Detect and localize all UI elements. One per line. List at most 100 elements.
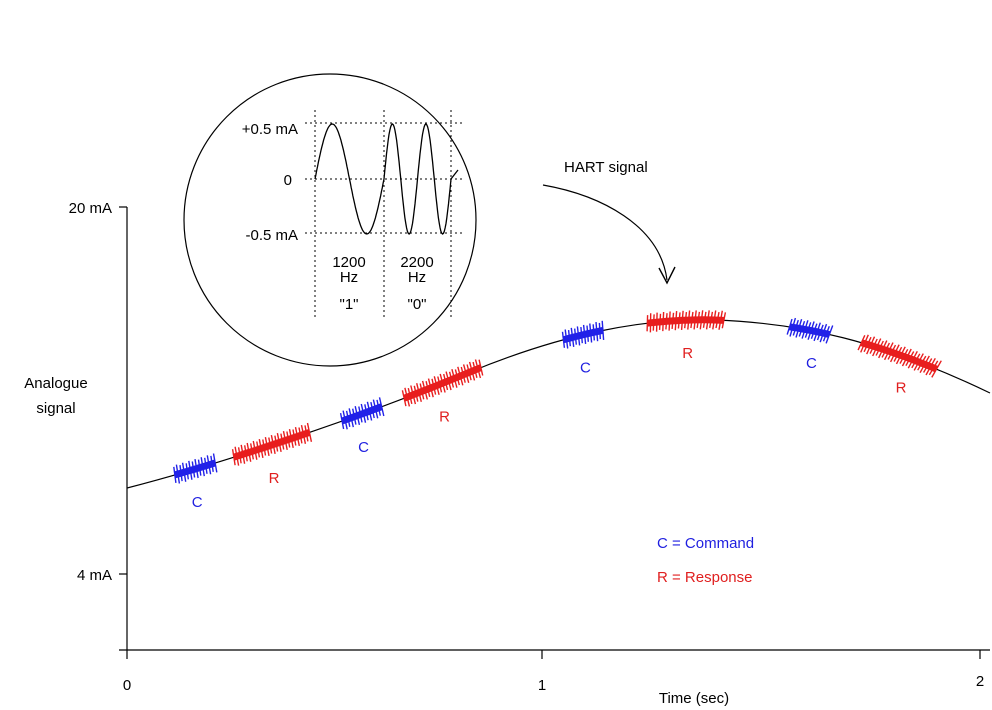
burst-tick [352, 408, 357, 425]
burst-tick [905, 351, 915, 367]
burst-tick [378, 397, 385, 417]
burst-tick [292, 429, 297, 446]
burst-tick [191, 461, 196, 478]
burst-tick [376, 399, 381, 416]
burst-tick [427, 378, 434, 398]
burst-tick [194, 458, 199, 479]
burst-tick [567, 330, 571, 347]
response-burst [646, 310, 727, 333]
burst-tick [931, 360, 942, 378]
burst-tick [413, 385, 419, 402]
burst-tick [416, 383, 422, 402]
burst-tick [668, 311, 671, 331]
burst-tick [210, 455, 214, 472]
response-label: R [682, 345, 693, 362]
burst-tick [401, 390, 407, 407]
burst-tick [655, 312, 658, 332]
burst-tick [863, 336, 872, 353]
burst-tick [173, 466, 177, 483]
response-burst [231, 422, 313, 466]
inset-freq2-value: 2200 [400, 254, 433, 271]
inset-freq1-value: 1200 [332, 254, 365, 271]
burst-tick [179, 465, 183, 482]
burst-tick [789, 317, 797, 337]
burst-tick [702, 311, 707, 328]
burst-tick [358, 406, 363, 423]
inset-circle [183, 73, 477, 367]
burst-tick [246, 442, 252, 462]
burst-tick [893, 346, 903, 362]
burst-tick [197, 459, 202, 476]
burst-tick [188, 460, 193, 480]
burst-tick [866, 336, 876, 355]
burst-tick [250, 443, 254, 460]
command-burst [173, 453, 218, 484]
burst-tick [786, 318, 793, 335]
burst-tick [256, 441, 261, 458]
y-tick-label-4ma: 4 mA [77, 567, 112, 584]
burst-tick [928, 360, 939, 376]
x-tick-label-2: 2 [976, 673, 984, 690]
burst-tick [807, 321, 815, 340]
burst-tick [601, 320, 605, 340]
burst-tick [294, 426, 300, 447]
burst-tick [258, 438, 264, 459]
burst-tick [917, 355, 927, 371]
command-label: C [358, 439, 369, 456]
burst-tick [715, 311, 720, 329]
burst-tick [404, 387, 411, 407]
burst-tick [677, 312, 681, 329]
burst-tick [561, 331, 566, 348]
burst-tick [582, 324, 587, 344]
command-label: C [192, 494, 203, 511]
inset-grid [305, 110, 462, 318]
burst-tick [185, 463, 189, 480]
burst-tick [592, 324, 595, 341]
burst-tick [466, 364, 472, 381]
burst-tick [306, 422, 313, 442]
response-burst [401, 359, 484, 407]
burst-tick [875, 340, 884, 356]
burst-tick [574, 328, 577, 345]
burst-tick [433, 376, 440, 395]
burst-tick [687, 310, 691, 330]
burst-tick [712, 310, 717, 330]
burst-tick [595, 322, 599, 342]
burst-tick [276, 432, 282, 453]
burst-tick [204, 457, 208, 474]
burst-tick [907, 350, 918, 369]
burst-tick [421, 380, 428, 400]
burst-tick [407, 387, 413, 405]
inset-level-top: +0.5 mA [242, 121, 298, 138]
command-label: C [580, 360, 591, 377]
response-label: R [896, 380, 907, 397]
burst-tick [709, 311, 714, 329]
burst-tick [445, 371, 452, 391]
burst-tick [925, 357, 936, 376]
burst-tick [264, 436, 270, 457]
burst-tick [919, 355, 930, 374]
burst-tick [887, 344, 897, 360]
burst-tick [206, 455, 212, 475]
burst-tick [439, 373, 446, 393]
burst-tick [652, 314, 655, 331]
burst-tick [274, 435, 279, 452]
burst-tick [860, 334, 869, 353]
burst-tick [474, 359, 482, 379]
inset-freq1-bit: "1" [340, 296, 359, 313]
command-burst [561, 320, 605, 349]
burst-tick [212, 453, 218, 473]
burst-tick [240, 444, 246, 464]
burst-tick [878, 340, 888, 359]
burst-tick [478, 359, 484, 376]
burst-tick [448, 371, 455, 388]
burst-tick [175, 464, 181, 484]
burst-tick [721, 312, 727, 329]
axes [119, 206, 990, 659]
hart-arrow-head-icon [658, 266, 676, 285]
burst-tick [472, 361, 478, 378]
x-tick-label-1: 1 [538, 677, 546, 694]
burst-tick [460, 366, 466, 383]
x-tick-label-0: 0 [123, 677, 131, 694]
burst-tick [268, 437, 273, 454]
